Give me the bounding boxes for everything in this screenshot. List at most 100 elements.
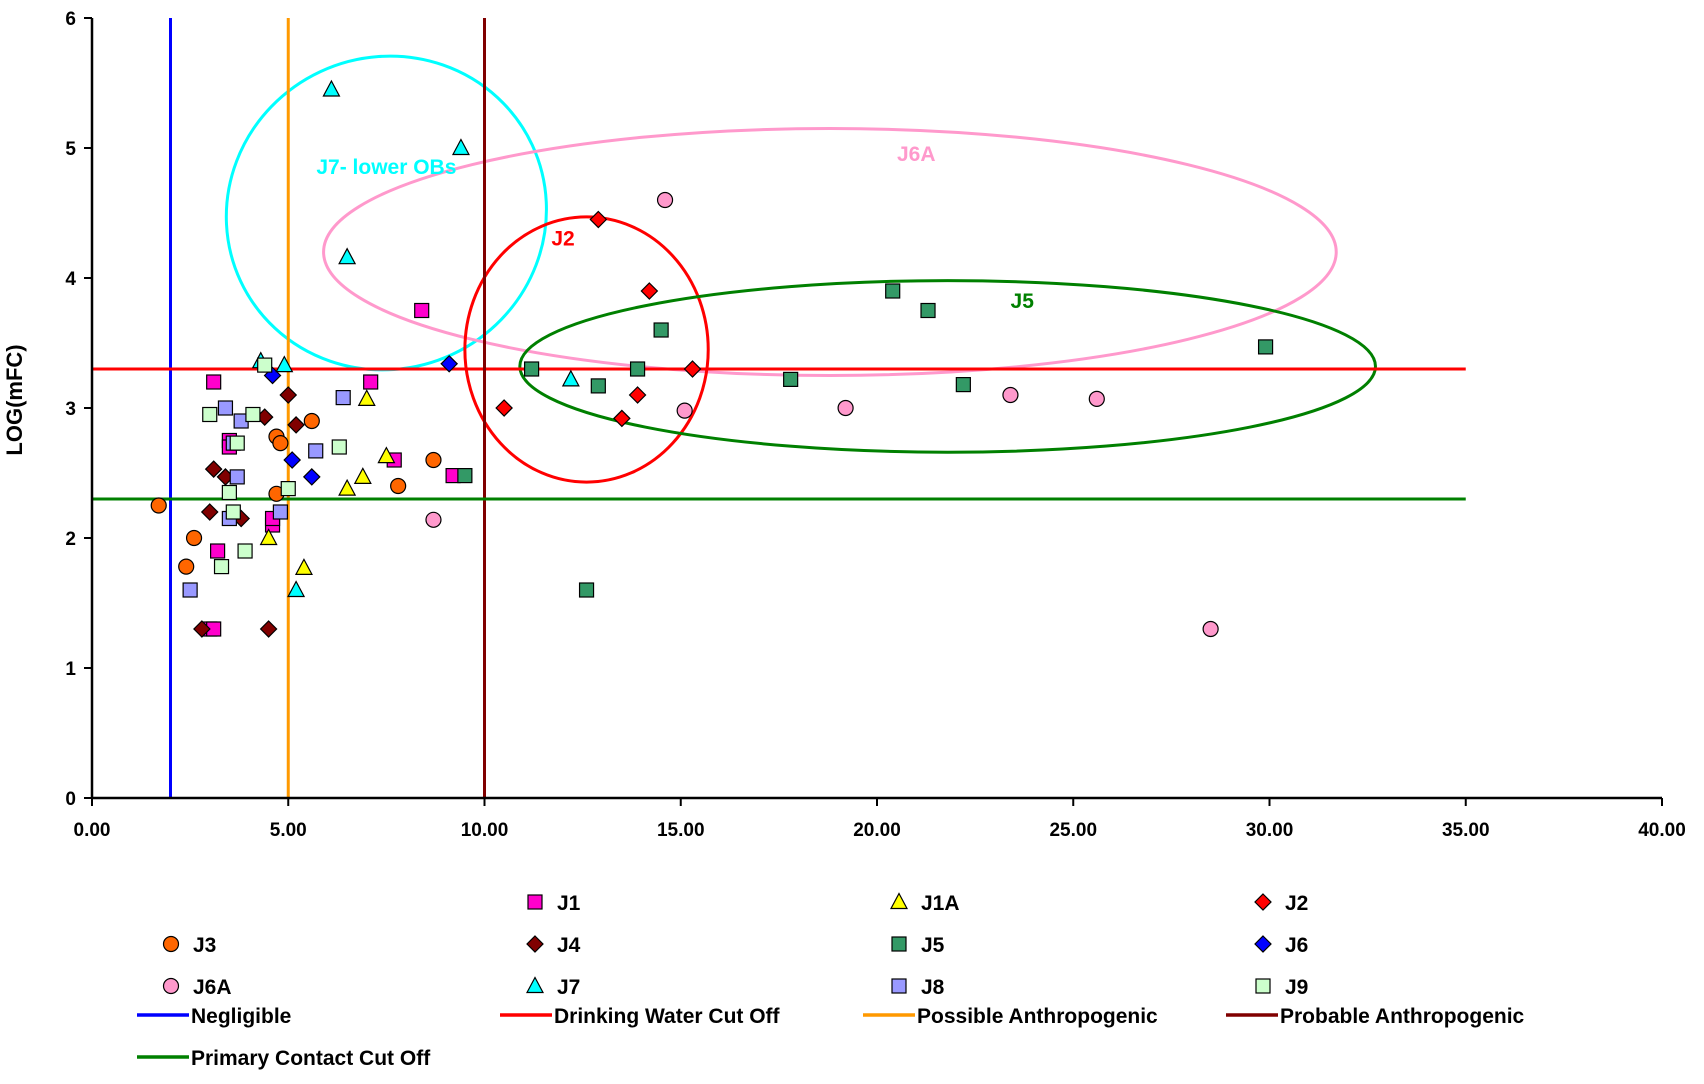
point-j7 bbox=[322, 79, 341, 97]
point-j5 bbox=[578, 582, 595, 598]
point-j6 bbox=[283, 451, 302, 469]
point-j4 bbox=[193, 620, 211, 638]
point-j2 bbox=[589, 210, 608, 229]
annotation-labels: J7- lower OBs J6A J2 J5 bbox=[316, 143, 1034, 313]
point-j5 bbox=[523, 361, 540, 377]
reference-lines bbox=[92, 18, 1466, 798]
y-tick-label: 2 bbox=[65, 529, 76, 550]
point-j8 bbox=[182, 582, 198, 598]
legend-marker-j6a bbox=[162, 977, 180, 995]
y-axis-label: LOG(mFC) bbox=[2, 344, 27, 455]
legend-label-j1: J1 bbox=[557, 892, 581, 915]
legend-marker-j9 bbox=[1255, 978, 1271, 994]
point-j9 bbox=[331, 439, 347, 455]
legend-label-j1a: J1A bbox=[921, 892, 960, 915]
annotation-ellipse-j7-lower-obs bbox=[224, 54, 548, 372]
point-j6 bbox=[440, 354, 459, 373]
point-j2 bbox=[613, 409, 631, 428]
y-tick-label: 5 bbox=[65, 139, 76, 160]
legend-marker-j1a bbox=[890, 892, 908, 910]
point-j3 bbox=[390, 477, 407, 495]
point-j9 bbox=[225, 504, 241, 520]
point-j1a bbox=[353, 467, 372, 484]
point-j9 bbox=[213, 558, 230, 575]
legend-marker-j3 bbox=[162, 935, 180, 953]
point-j5 bbox=[629, 361, 646, 377]
legend-label-j3: J3 bbox=[193, 934, 216, 957]
point-j7 bbox=[561, 369, 580, 387]
point-j2 bbox=[683, 360, 702, 378]
point-j5 bbox=[590, 378, 606, 394]
legend-label-probable-anthropogenic: Probable Anthropogenic bbox=[1280, 1005, 1525, 1028]
legend-marker-j5 bbox=[891, 936, 907, 952]
point-j3 bbox=[425, 451, 442, 469]
legend-label-j9: J9 bbox=[1285, 976, 1308, 999]
y-tick-label: 6 bbox=[65, 9, 76, 30]
annotation-ellipse-j5 bbox=[518, 279, 1377, 454]
x-tick-label: 15.00 bbox=[657, 820, 705, 841]
annotation-ellipse-j2 bbox=[463, 215, 710, 484]
legend-label-j4: J4 bbox=[557, 934, 581, 957]
point-j3 bbox=[178, 558, 195, 575]
point-j5 bbox=[955, 377, 971, 393]
x-tick-label: 0.00 bbox=[74, 820, 111, 841]
point-j9 bbox=[229, 435, 245, 451]
legend-label-j2: J2 bbox=[1285, 892, 1308, 915]
point-j4 bbox=[200, 503, 219, 521]
annotation-ellipse-j6a bbox=[322, 127, 1338, 377]
point-j1 bbox=[210, 543, 226, 559]
legend-marker-j6 bbox=[1254, 935, 1272, 953]
annotation-label-j6a: J6A bbox=[897, 143, 936, 166]
point-j7 bbox=[338, 247, 357, 265]
legend-label-negligible: Negligible bbox=[191, 1005, 291, 1028]
point-j1 bbox=[414, 302, 430, 319]
legend-label-drinking-water-cut-off: Drinking Water Cut Off bbox=[554, 1005, 781, 1028]
point-j4 bbox=[287, 416, 305, 434]
legend-marker-j7 bbox=[526, 976, 544, 994]
point-j9 bbox=[257, 357, 273, 373]
point-j7 bbox=[287, 580, 306, 598]
legend-label-j7: J7 bbox=[557, 976, 580, 999]
x-tick-label: 40.00 bbox=[1638, 820, 1686, 841]
legend-label-j8: J8 bbox=[921, 976, 945, 999]
point-j3 bbox=[150, 497, 167, 514]
legend-marker-j2 bbox=[1254, 893, 1272, 911]
axes: 0.00 5.00 10.00 15.00 20.00 25.00 30.00 35.00 40… bbox=[65, 9, 1685, 841]
point-j8 bbox=[217, 400, 234, 416]
series-j5 bbox=[457, 283, 1274, 598]
point-j4 bbox=[259, 620, 278, 638]
annotation-ellipses bbox=[224, 54, 1377, 484]
x-tick-label: 10.00 bbox=[461, 820, 509, 841]
y-tick-label: 4 bbox=[65, 269, 76, 290]
point-j6a bbox=[425, 511, 442, 528]
point-j3 bbox=[185, 529, 203, 547]
point-j8 bbox=[308, 443, 324, 459]
point-j5 bbox=[653, 322, 669, 338]
point-j2 bbox=[640, 282, 659, 300]
point-j6a bbox=[676, 402, 693, 419]
point-j1a bbox=[377, 446, 396, 464]
series-j6a bbox=[425, 191, 1219, 638]
point-j8 bbox=[229, 469, 245, 485]
y-tick-label: 0 bbox=[65, 789, 76, 810]
point-j7 bbox=[451, 138, 470, 156]
legend-label-j5: J5 bbox=[921, 934, 945, 957]
point-j9 bbox=[280, 481, 296, 497]
point-j6a bbox=[656, 191, 674, 209]
series-j9 bbox=[202, 357, 347, 575]
point-j2 bbox=[628, 386, 647, 404]
point-j1 bbox=[206, 374, 222, 390]
point-j9 bbox=[237, 543, 253, 559]
point-j2 bbox=[495, 399, 513, 417]
point-j5 bbox=[885, 283, 901, 299]
point-j1 bbox=[363, 374, 379, 390]
x-tick-label: 5.00 bbox=[270, 820, 307, 841]
series-j2 bbox=[495, 210, 702, 428]
x-tick-label: 25.00 bbox=[1049, 820, 1097, 841]
point-j1a bbox=[294, 558, 313, 576]
point-j9 bbox=[221, 484, 237, 501]
point-j5 bbox=[1257, 339, 1274, 355]
point-j1a bbox=[338, 478, 357, 496]
legend-marker-j4 bbox=[526, 935, 544, 953]
point-j5 bbox=[783, 371, 799, 387]
